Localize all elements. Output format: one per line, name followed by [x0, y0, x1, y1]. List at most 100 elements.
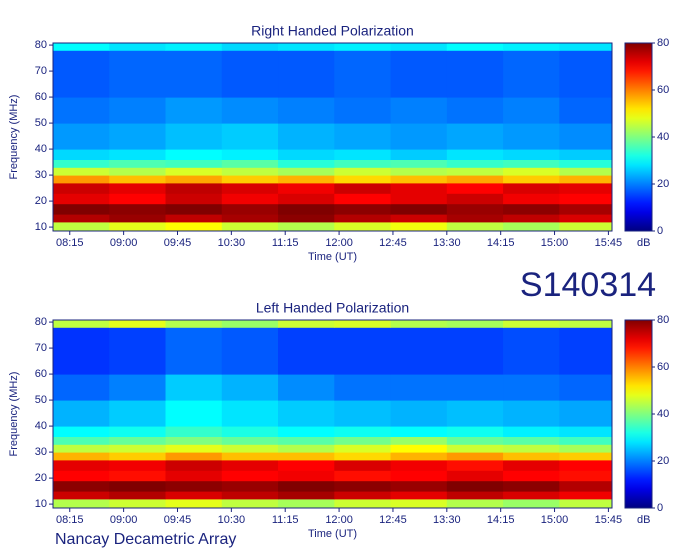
heatmap-cell: [221, 470, 279, 482]
heatmap-cell: [559, 182, 613, 194]
heatmap-cell: [165, 182, 223, 194]
heatmap-cell: [446, 459, 504, 471]
colorbar-tick-label: 40: [657, 131, 669, 143]
x-tick-label: 14:15: [487, 237, 515, 249]
heatmap-cell: [559, 214, 613, 223]
heatmap-cell: [165, 221, 223, 232]
heatmap-cell: [53, 149, 110, 160]
heatmap-cell: [165, 214, 223, 223]
heatmap-cell: [221, 214, 279, 223]
heatmap-cell: [390, 221, 448, 232]
x-tick-label: 08:15: [56, 237, 84, 249]
heatmap-cell: [503, 320, 560, 328]
heatmap-cell: [334, 167, 392, 176]
heatmap-cell: [109, 175, 167, 184]
heatmap-cell: [334, 498, 392, 509]
chart-title: Right Handed Polarization: [251, 23, 414, 39]
heatmap-cell: [334, 426, 392, 437]
heatmap-cell: [503, 221, 560, 232]
heatmap-cell: [53, 97, 110, 124]
heatmap-cell: [221, 159, 279, 168]
heatmap-cell: [559, 175, 613, 184]
heatmap-cell: [334, 480, 392, 492]
heatmap-cell: [221, 182, 279, 194]
y-tick-label: 20: [35, 195, 47, 207]
heatmap-cell: [53, 320, 110, 328]
heatmap-cell: [559, 436, 613, 445]
heatmap-cell: [390, 97, 448, 124]
x-tick-label: 15:00: [541, 514, 569, 526]
heatmap-cell: [109, 320, 167, 328]
heatmap-cell: [559, 470, 613, 482]
heatmap-cell: [390, 43, 448, 51]
heatmap-cell: [109, 203, 167, 215]
heatmap-cell: [278, 182, 335, 194]
heatmap-cell: [390, 459, 448, 471]
heatmap-cell: [446, 320, 504, 328]
y-tick-label: 60: [35, 368, 47, 380]
heatmap-cell: [334, 436, 392, 445]
heatmap-cell: [221, 400, 279, 427]
heatmap-cell: [278, 444, 335, 453]
heatmap-cell: [503, 452, 560, 461]
heatmap-cell: [446, 374, 504, 401]
heatmap-cell: [503, 327, 560, 375]
heatmap-cell: [503, 426, 560, 437]
heatmap-cell: [109, 50, 167, 98]
heatmap-cell: [278, 374, 335, 401]
heatmap-cell: [221, 491, 279, 500]
heatmap-cell: [53, 175, 110, 184]
heatmap-cell: [109, 193, 167, 205]
heatmap-cell: [278, 214, 335, 223]
heatmap-cell: [503, 159, 560, 168]
heatmap-cell: [390, 498, 448, 509]
x-tick-label: 08:15: [56, 514, 84, 526]
heatmap-cell: [109, 452, 167, 461]
x-tick-label: 14:15: [487, 514, 515, 526]
heatmap-cell: [390, 436, 448, 445]
heatmap-cell: [503, 436, 560, 445]
heatmap-cell: [109, 498, 167, 509]
heatmap-cell: [165, 203, 223, 215]
heatmap-cell: [53, 214, 110, 223]
heatmap-cell: [278, 50, 335, 98]
heatmap-cell: [446, 159, 504, 168]
heatmap-cell: [165, 470, 223, 482]
heatmap-cell: [221, 175, 279, 184]
x-tick-label: 11:15: [272, 514, 299, 526]
heatmap-cell: [334, 43, 392, 51]
heatmap-cell: [165, 374, 223, 401]
heatmap-cell: [278, 470, 335, 482]
heatmap-cell: [334, 214, 392, 223]
heatmap-cell: [109, 374, 167, 401]
heatmap-cell: [390, 444, 448, 453]
heatmap-cell: [53, 159, 110, 168]
heatmap-cell: [559, 400, 613, 427]
colorbar-tick-label: 0: [657, 225, 663, 237]
heatmap-cell: [390, 149, 448, 160]
heatmap-cell: [334, 444, 392, 453]
y-tick-label: 50: [35, 394, 47, 406]
heatmap-cell: [221, 320, 279, 328]
heatmap-cell: [503, 374, 560, 401]
y-tick-label: 30: [35, 169, 47, 181]
heatmap-cell: [221, 221, 279, 232]
x-tick-label: 13:30: [433, 514, 461, 526]
heatmap-cell: [390, 159, 448, 168]
heatmap-cell: [221, 97, 279, 124]
heatmap-cell: [390, 470, 448, 482]
heatmap-cell: [221, 327, 279, 375]
heatmap-cell: [165, 498, 223, 509]
heatmap-cell: [53, 50, 110, 98]
heatmap-cell: [221, 123, 279, 150]
heatmap-cell: [503, 459, 560, 471]
heatmap-cell: [278, 400, 335, 427]
heatmap-cell: [278, 149, 335, 160]
heatmap-cell: [221, 459, 279, 471]
heatmap-cell: [503, 149, 560, 160]
heatmap-cell: [446, 214, 504, 223]
heatmap-cell: [53, 327, 110, 375]
heatmap-cell: [446, 221, 504, 232]
heatmap-cell: [503, 444, 560, 453]
heatmap-cell: [109, 167, 167, 176]
